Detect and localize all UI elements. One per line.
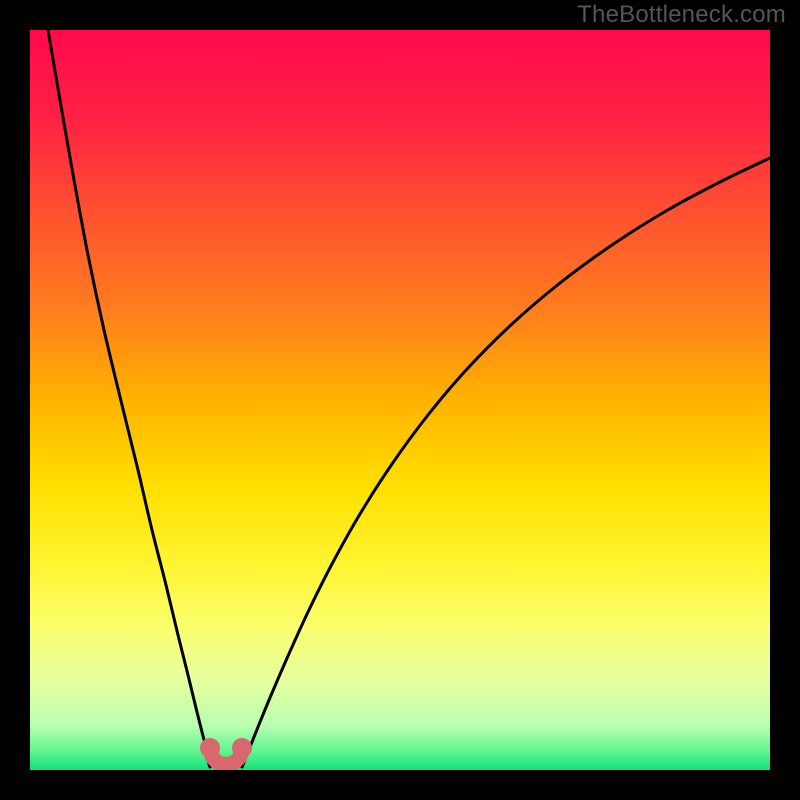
watermark-text: TheBottleneck.com xyxy=(577,1,786,29)
chart-frame: TheBottleneck.com xyxy=(0,0,800,800)
trough-dot xyxy=(200,738,220,758)
trough-dots xyxy=(200,738,252,758)
plot-area xyxy=(30,30,770,770)
trough-markers xyxy=(30,30,770,770)
trough-dot xyxy=(232,738,252,758)
